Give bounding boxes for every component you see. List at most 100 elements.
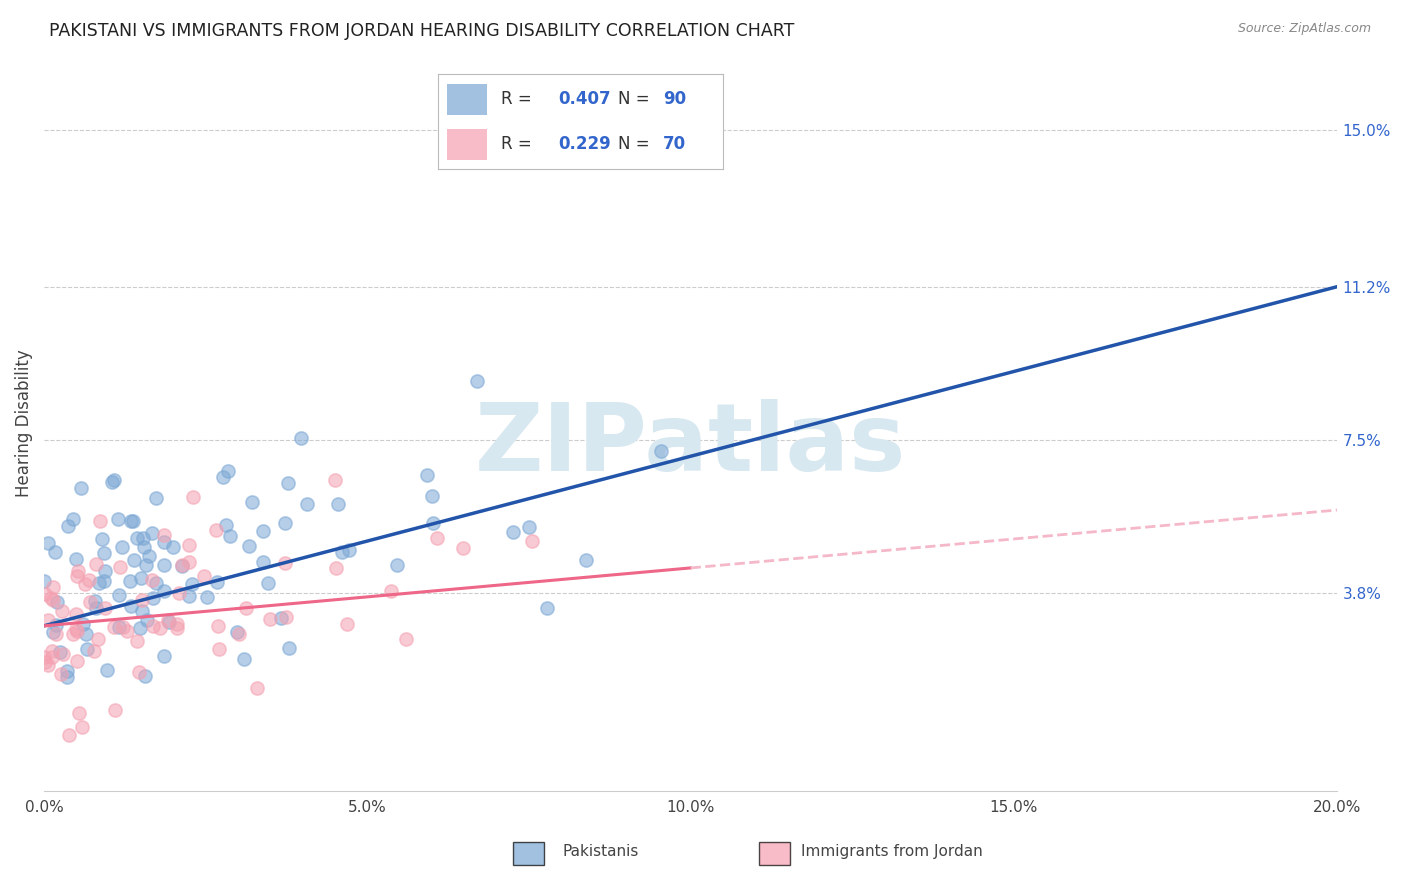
Point (135, 558, 157, 572)
Point (75, 627, 97, 641)
Point (42, 625, 65, 640)
Point (87, 576, 110, 591)
Point (215, 518, 238, 533)
Point (34, 587, 56, 601)
Point (121, 514, 143, 528)
Point (246, 681, 269, 696)
Point (136, 613, 159, 627)
Point (290, 431, 312, 445)
Point (166, 617, 188, 632)
Point (252, 555, 274, 569)
Point (51, 604, 73, 618)
Point (125, 634, 148, 648)
Point (134, 669, 156, 683)
Point (177, 538, 200, 552)
Point (62, 627, 84, 641)
Point (145, 491, 167, 505)
Point (37, 658, 59, 673)
Point (416, 467, 439, 482)
Point (65, 622, 87, 636)
Point (205, 523, 228, 537)
Point (235, 600, 257, 615)
Point (67, 564, 90, 578)
Point (110, 540, 132, 554)
Point (380, 583, 402, 598)
Point (276, 475, 298, 490)
Point (42, 581, 65, 595)
Point (451, 541, 474, 556)
Point (131, 571, 153, 585)
Point (132, 531, 155, 545)
Point (228, 626, 250, 640)
Point (45, 617, 67, 632)
Point (103, 473, 125, 487)
Point (32, 650, 55, 665)
Point (257, 575, 280, 590)
Point (122, 552, 145, 566)
Point (166, 621, 188, 635)
Point (84, 557, 107, 571)
Point (37, 536, 59, 550)
Point (259, 612, 281, 626)
Point (162, 540, 184, 554)
Point (277, 640, 299, 655)
Point (274, 556, 297, 570)
Point (232, 652, 254, 666)
Point (67, 706, 90, 721)
Point (89, 514, 111, 528)
Point (51, 666, 73, 681)
Point (218, 529, 240, 543)
Point (62, 511, 84, 525)
Point (93, 546, 115, 560)
Point (75, 576, 97, 591)
Point (56, 664, 79, 678)
Point (66, 624, 89, 639)
Point (422, 516, 444, 530)
Point (152, 648, 174, 663)
Point (179, 589, 201, 603)
Text: PAKISTANI VS IMMIGRANTS FROM JORDAN HEARING DISABILITY CORRELATION CHART: PAKISTANI VS IMMIGRANTS FROM JORDAN HEAR… (49, 22, 794, 40)
Point (104, 703, 127, 717)
Point (207, 619, 229, 633)
Point (145, 575, 167, 590)
Point (58, 728, 80, 742)
Point (70, 481, 93, 495)
Text: ZIPatlas: ZIPatlas (475, 400, 907, 491)
Point (41, 649, 63, 664)
Point (86, 600, 108, 615)
Point (79, 595, 101, 609)
Point (41, 643, 63, 657)
Point (52, 647, 75, 661)
Point (129, 621, 152, 635)
Point (208, 642, 231, 657)
Point (650, 443, 672, 458)
Point (211, 470, 233, 484)
Point (131, 604, 153, 618)
Point (93, 601, 115, 615)
Point (45, 595, 67, 609)
Point (83, 593, 105, 607)
Point (108, 560, 131, 574)
Point (465, 374, 488, 388)
Point (152, 527, 174, 541)
Point (76, 641, 98, 656)
Point (128, 665, 150, 679)
Text: Source: ZipAtlas.com: Source: ZipAtlas.com (1237, 22, 1371, 36)
Point (77, 573, 100, 587)
Point (138, 549, 160, 563)
Point (93, 574, 115, 588)
Point (522, 534, 544, 549)
Point (177, 555, 200, 569)
Text: Immigrants from Jordan: Immigrants from Jordan (801, 845, 983, 859)
Point (108, 588, 131, 602)
Point (337, 543, 360, 558)
Point (101, 475, 124, 490)
Point (108, 620, 131, 634)
Point (90, 532, 112, 546)
Point (420, 489, 443, 503)
Point (96, 663, 118, 677)
Point (385, 558, 408, 573)
Point (65, 552, 87, 566)
Point (142, 618, 165, 632)
Point (132, 540, 155, 554)
